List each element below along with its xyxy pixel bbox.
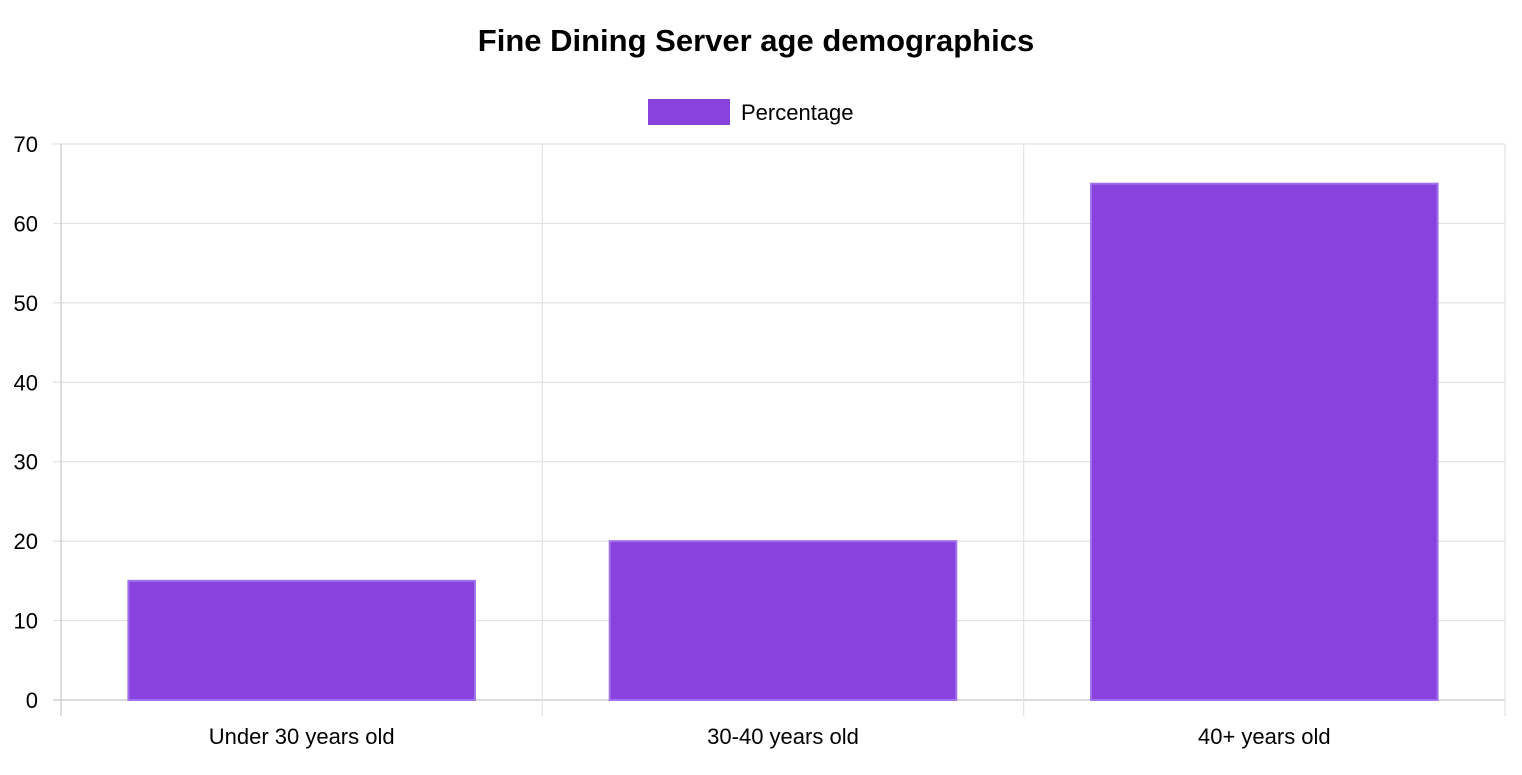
x-axis: Under 30 years old 30-40 years old 40+ yea… [209, 724, 1331, 749]
bar [1090, 182, 1439, 701]
y-axis: 0 10 20 30 40 50 60 70 [14, 132, 38, 713]
x-tick-label: 30-40 years old [707, 724, 859, 749]
x-tick-label: Under 30 years old [209, 724, 395, 749]
chart-title: Fine Dining Server age demographics [478, 23, 1034, 58]
legend-label: Percentage [741, 100, 854, 125]
y-tick-label: 50 [14, 291, 38, 316]
bars [127, 182, 1439, 702]
bar [127, 579, 476, 701]
x-tick-label: 40+ years old [1198, 724, 1331, 749]
y-tick-label: 40 [14, 370, 38, 395]
y-tick-label: 0 [26, 688, 38, 713]
legend[interactable]: Percentage [648, 99, 854, 125]
y-tick-label: 20 [14, 529, 38, 554]
bar [608, 540, 958, 702]
y-tick-label: 10 [14, 609, 38, 634]
y-tick-label: 60 [14, 211, 38, 236]
y-tick-label: 30 [14, 450, 38, 475]
legend-swatch [648, 99, 730, 125]
y-tick-label: 70 [14, 132, 38, 157]
